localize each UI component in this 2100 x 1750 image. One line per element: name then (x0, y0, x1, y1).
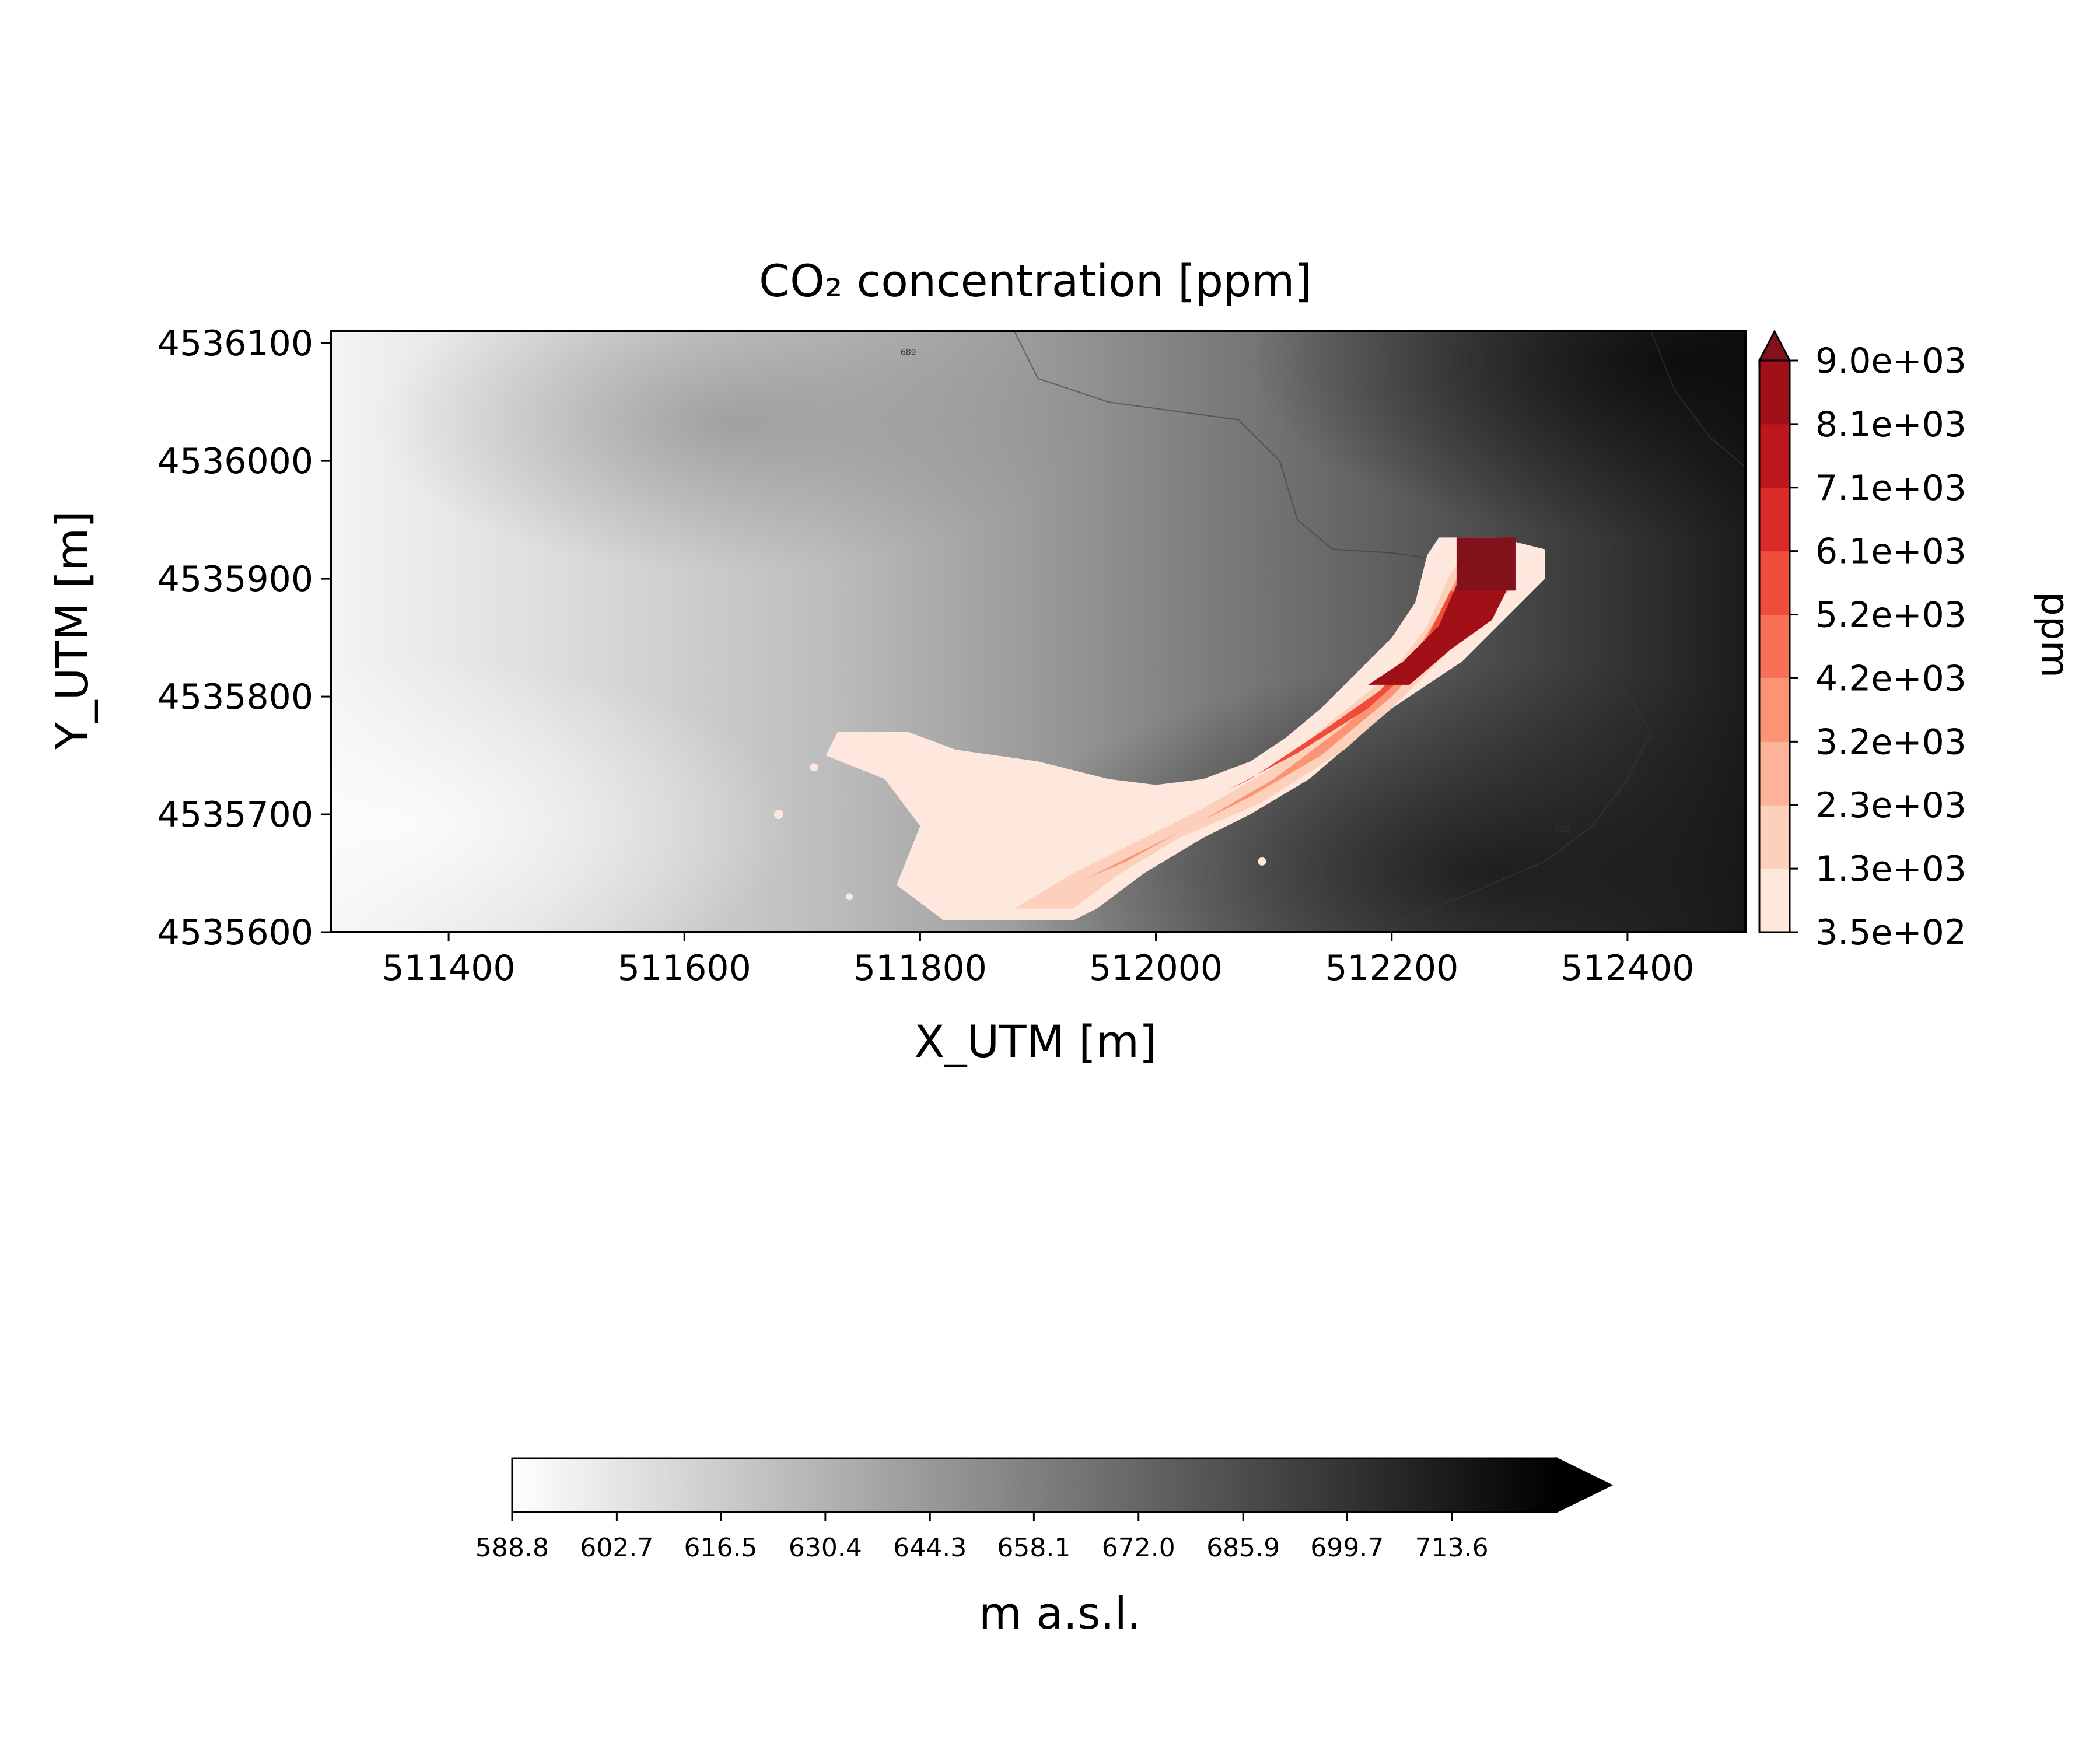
elevation-colorbar-tick-label: 699.7 (1310, 1533, 1384, 1563)
co2-colorbar-segment (1759, 678, 1790, 742)
co2-source-area (1456, 537, 1516, 591)
co2-plume-speck (1258, 857, 1266, 866)
elevation-contour-line (1650, 331, 1745, 468)
y-tick-label: 4536000 (158, 441, 313, 482)
co2-colorbar-tick-label: 3.5e+02 (1815, 912, 1966, 953)
y-axis: 4535600 4535700 4535800 4535900 4536000 45361… (158, 323, 331, 953)
co2-colorbar-tick-label: 1.3e+03 (1815, 849, 1966, 890)
co2-colorbar-tick-label: 8.1e+03 (1815, 404, 1966, 445)
co2-colorbar-frame (1758, 359, 1791, 933)
elevation-colorbar-tick-label: 602.7 (580, 1533, 653, 1563)
co2-colorbar-segment (1759, 741, 1790, 806)
elevation-colorbar-tick-label: 588.8 (475, 1533, 549, 1563)
co2-colorbar-extend-arrow (1758, 329, 1791, 362)
co2-plume-speck (810, 763, 818, 772)
co2-plume-band-1 (825, 537, 1545, 921)
y-tick-label: 4535800 (158, 677, 313, 718)
y-axis-label: Y_UTM [m] (46, 510, 98, 750)
co2-colorbar-segment (1759, 614, 1790, 678)
co2-colorbar-tick-label: 9.0e+03 (1815, 341, 1966, 382)
elevation-colorbar-gradient (512, 1458, 1556, 1512)
contour-label: 689 (1555, 825, 1570, 834)
co2-colorbar-tick-label: 2.3e+03 (1815, 785, 1966, 826)
x-axis: 511400 511600 511800 512000 512200 512400 (382, 932, 1694, 989)
co2-colorbar-segment (1759, 551, 1790, 615)
x-tick-label: 511400 (382, 948, 516, 989)
x-tick-label: 512000 (1089, 948, 1223, 989)
co2-colorbar-segment (1759, 805, 1790, 869)
x-axis-label: X_UTM [m] (914, 1016, 1156, 1068)
co2-colorbar-segment (1759, 424, 1790, 488)
contour-label: 689 (901, 348, 916, 357)
elevation-contour-line (1014, 331, 1652, 932)
co2-colorbar-tick-label: 6.1e+03 (1815, 531, 1966, 572)
elevation-colorbar-tick-label: 616.5 (684, 1533, 757, 1563)
elevation-colorbar: 588.8 602.7 616.5 630.4 644.3 658.1 672.0 685.9… (475, 1457, 1614, 1563)
elevation-colorbar-tick-label: 685.9 (1206, 1533, 1280, 1563)
co2-colorbar-segment (1759, 360, 1790, 425)
plot-area (331, 331, 1745, 932)
elevation-colorbar-tick-label: 630.4 (789, 1533, 862, 1563)
x-tick-label: 511800 (853, 948, 987, 989)
plot-frame (330, 330, 1746, 933)
elevation-colorbar-extend-arrow (1555, 1457, 1614, 1514)
co2-plume-speck (846, 893, 853, 901)
chart-title: CO₂ concentration [ppm] (759, 255, 1312, 307)
x-tick-label: 511600 (618, 948, 751, 989)
co2-colorbar-tick-label: 7.1e+03 (1815, 468, 1966, 509)
contour-labels: 689 689 (901, 348, 1570, 834)
co2-colorbar-segment (1759, 487, 1790, 552)
co2-colorbar-label: ppm (2032, 592, 2077, 678)
y-tick-label: 4535600 (158, 912, 313, 953)
co2-colorbar-segment (1759, 869, 1790, 933)
x-tick-label: 512400 (1560, 948, 1694, 989)
x-tick-label: 512200 (1325, 948, 1458, 989)
elevation-colorbar-tick-label: 658.1 (997, 1533, 1070, 1563)
co2-colorbar-tick-label: 3.2e+03 (1815, 722, 1966, 762)
co2-colorbar-tick-label: 5.2e+03 (1815, 595, 1966, 636)
elevation-colorbar-tick-label: 644.3 (893, 1533, 967, 1563)
elevation-colorbar-tick-label: 713.6 (1415, 1533, 1489, 1563)
elevation-colorbar-tick-label: 672.0 (1102, 1533, 1175, 1563)
co2-plume-speck (774, 810, 783, 820)
co2-plume (774, 537, 1545, 921)
co2-colorbar: 3.5e+02 1.3e+03 2.3e+03 3.2e+03 4.2e+03 5.2e+… (1758, 329, 1966, 953)
y-tick-label: 4535900 (158, 559, 313, 600)
elevation-colorbar-label: m a.s.l. (979, 1587, 1141, 1639)
y-tick-label: 4535700 (158, 794, 313, 835)
co2-colorbar-tick-label: 4.2e+03 (1815, 658, 1966, 699)
y-tick-label: 4536100 (158, 323, 313, 364)
